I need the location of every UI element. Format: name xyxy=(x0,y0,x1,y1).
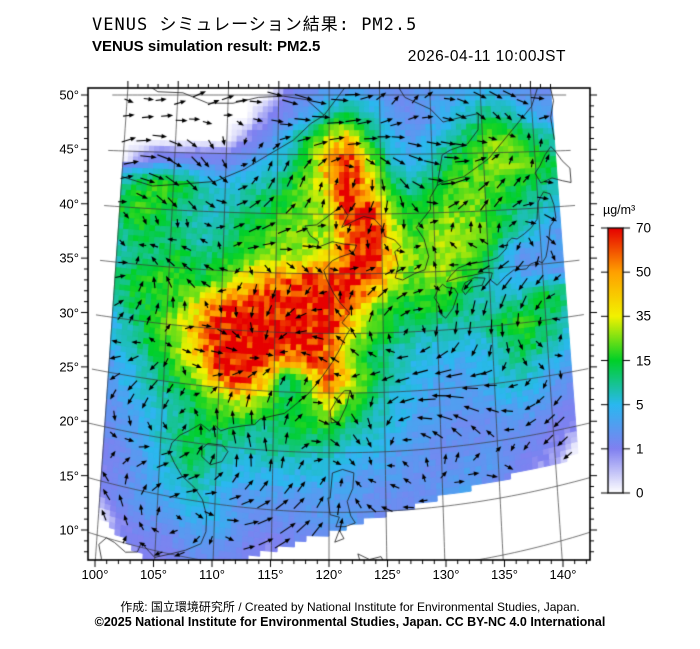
lat-tick-label: 35° xyxy=(59,250,79,266)
lat-tick-label: 10° xyxy=(59,522,79,538)
lon-tick-label: 105° xyxy=(140,567,167,582)
colorbar-tick-label: 0 xyxy=(636,485,644,501)
colorbar-tick-label: 35 xyxy=(636,308,652,324)
simulation-title-en: VENUS simulation result: PM2.5 xyxy=(92,38,321,55)
lat-tick-label: 50° xyxy=(59,87,79,103)
lon-tick-label: 100° xyxy=(81,567,109,582)
colorbar-tick-label: 70 xyxy=(636,220,652,236)
lon-tick-label: 135° xyxy=(491,567,518,582)
lat-tick-label: 15° xyxy=(59,468,79,484)
credit-line: 作成: 国立環境研究所 / Created by National Instit… xyxy=(120,600,580,614)
colorbar-tick-label: 5 xyxy=(636,397,644,413)
colorbar-tick-label: 1 xyxy=(636,441,644,457)
lat-tick-label: 20° xyxy=(59,413,79,429)
lon-tick-label: 140° xyxy=(549,567,577,582)
lat-tick-label: 45° xyxy=(59,141,79,157)
colorbar-tick-label: 15 xyxy=(636,353,652,368)
lon-tick-label: 125° xyxy=(374,567,401,582)
colorbar-tick-label: 50 xyxy=(636,264,652,280)
lat-tick-label: 30° xyxy=(59,305,79,320)
lon-tick-label: 130° xyxy=(432,567,460,582)
lat-tick-label: 40° xyxy=(59,196,79,212)
license-line: ©2025 National Institute for Environment… xyxy=(94,615,606,629)
timestamp: 2026-04-11 10:00JST xyxy=(407,48,566,65)
simulation-title-jp: VENUS シミュレーション結果: PM2.5 xyxy=(92,15,418,35)
colorbar-unit-label: µg/m³ xyxy=(603,203,636,217)
lon-tick-label: 120° xyxy=(315,567,343,582)
lon-tick-label: 110° xyxy=(199,567,225,582)
lat-tick-label: 25° xyxy=(59,359,79,375)
lon-tick-label: 115° xyxy=(257,567,284,582)
